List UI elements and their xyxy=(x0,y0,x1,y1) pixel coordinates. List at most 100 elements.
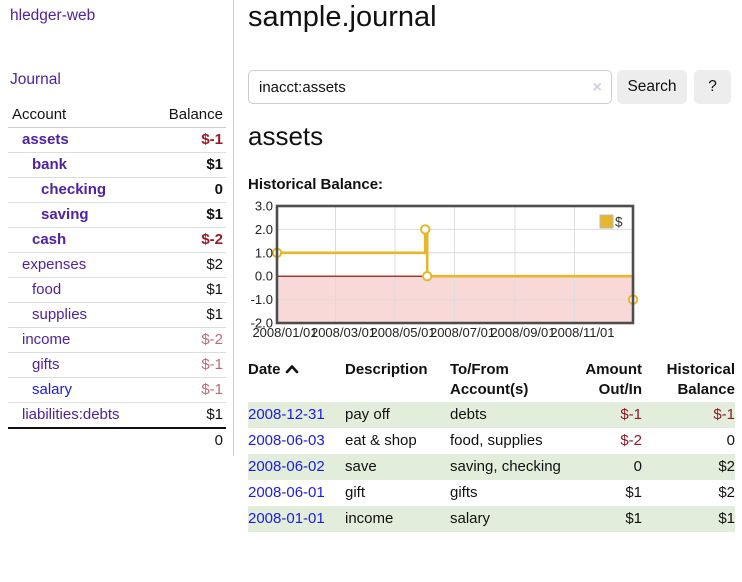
table-row: 2008-01-01 income salary $1 $1 xyxy=(248,506,735,532)
account-link[interactable]: checking xyxy=(41,181,107,198)
main-content: sample.journal × Search ? assets Histori… xyxy=(248,0,742,582)
account-link[interactable]: supplies xyxy=(32,306,88,323)
account-row: checking 0 xyxy=(8,177,226,203)
accounts-col-balance: Balance xyxy=(149,103,226,128)
transaction-description: pay off xyxy=(345,406,390,423)
account-link[interactable]: salary xyxy=(32,381,73,398)
transaction-date-link[interactable]: 2008-12-31 xyxy=(248,406,325,423)
sidebar-item-journal[interactable]: Journal xyxy=(10,71,61,88)
register-col-date[interactable]: Date xyxy=(248,358,345,402)
register-header-row: Date Description To/From Account(s) Amou… xyxy=(248,358,735,402)
account-link[interactable]: saving xyxy=(41,206,89,223)
register-col-amount[interactable]: Amount Out/In xyxy=(585,361,642,398)
account-link[interactable]: cash xyxy=(32,231,67,248)
account-balance: $-1 xyxy=(149,377,226,403)
account-balance: $-1 xyxy=(201,131,223,148)
register-table: Date Description To/From Account(s) Amou… xyxy=(248,358,735,532)
account-row: liabilities:debts $1 xyxy=(8,402,226,428)
search-row: × Search ? xyxy=(248,70,742,104)
account-link[interactable]: bank xyxy=(32,156,68,173)
transaction-accounts: saving, checking xyxy=(450,458,561,475)
account-link[interactable]: food xyxy=(32,281,62,298)
search-button[interactable]: Search xyxy=(617,70,687,104)
svg-text:3.0: 3.0 xyxy=(255,199,273,214)
search-input[interactable] xyxy=(249,71,611,103)
transaction-balance: $1 xyxy=(718,510,735,527)
account-balance: $-2 xyxy=(149,227,226,253)
account-row: assets $-1 xyxy=(8,128,226,153)
account-link[interactable]: liabilities:debts xyxy=(22,406,120,423)
accounts-col-account: Account xyxy=(8,103,150,128)
account-balance: $1 xyxy=(149,302,226,328)
register-col-description[interactable]: Description xyxy=(345,361,428,378)
transaction-amount: $1 xyxy=(625,510,642,527)
account-link[interactable]: assets xyxy=(22,131,69,148)
transaction-accounts: salary xyxy=(450,510,491,527)
transaction-date-link[interactable]: 2008-06-01 xyxy=(248,484,325,501)
account-balance: $1 xyxy=(149,152,226,178)
svg-text:$: $ xyxy=(615,215,623,230)
account-row: salary $-1 xyxy=(8,377,226,403)
table-row: 2008-06-01 gift gifts $1 $2 xyxy=(248,480,735,506)
svg-text:2008/07/01: 2008/07/01 xyxy=(430,325,495,340)
sidebar: hledger-web Journal Account Balance asse… xyxy=(0,0,233,582)
transaction-amount: $-2 xyxy=(620,432,642,449)
sort-asc-icon xyxy=(285,360,299,380)
account-balance: $-2 xyxy=(149,327,226,353)
table-row: 2008-06-02 save saving, checking 0 $2 xyxy=(248,454,735,480)
account-row: bank $1 xyxy=(8,152,226,178)
transaction-description: income xyxy=(345,510,394,527)
svg-text:2008/01/01: 2008/01/01 xyxy=(252,325,317,340)
transaction-balance: $-1 xyxy=(713,406,735,423)
account-row: gifts $-1 xyxy=(8,352,226,378)
accounts-table: Account Balance assets $-1 bank $1 checking 0… xyxy=(8,103,226,453)
accounts-header-row: Account Balance xyxy=(8,103,226,128)
svg-text:-1.0: -1.0 xyxy=(251,292,273,307)
transaction-description: gift xyxy=(345,484,366,501)
account-link[interactable]: income xyxy=(22,331,71,348)
transaction-amount: 0 xyxy=(633,458,642,475)
account-row: food $1 xyxy=(8,277,226,303)
transaction-balance: 0 xyxy=(726,432,735,449)
svg-text:2008/03/01: 2008/03/01 xyxy=(311,325,376,340)
account-row: cash $-2 xyxy=(8,227,226,253)
svg-text:1.0: 1.0 xyxy=(255,245,273,260)
help-button[interactable]: ? xyxy=(694,70,731,104)
historical-balance-chart: $3.0 2.0 1.0 0.0 -1.0 -2.02008/01/012008/03/0… xyxy=(251,199,639,340)
svg-text:2.0: 2.0 xyxy=(255,222,273,237)
transaction-date-link[interactable]: 2008-01-01 xyxy=(248,510,325,527)
account-heading: assets xyxy=(248,121,324,151)
clear-search-icon[interactable]: × xyxy=(592,79,602,96)
account-balance: $1 xyxy=(149,402,226,428)
transaction-date-link[interactable]: 2008-06-02 xyxy=(248,458,325,475)
table-row: 2008-12-31 pay off debts $-1 $-1 xyxy=(248,402,735,428)
transaction-amount: $1 xyxy=(625,484,642,501)
app-brand-link[interactable]: hledger-web xyxy=(10,7,96,24)
register-col-balance[interactable]: Historical Balance xyxy=(666,361,735,398)
account-link[interactable]: gifts xyxy=(32,356,60,373)
search-box: × xyxy=(248,70,612,104)
page-title: sample.journal xyxy=(248,1,437,33)
transaction-amount: $-1 xyxy=(620,406,642,423)
transaction-balance: $2 xyxy=(718,458,735,475)
transaction-description: eat & shop xyxy=(345,432,417,449)
svg-text:2008/09/01: 2008/09/01 xyxy=(490,325,555,340)
sidebar-divider xyxy=(233,0,234,456)
account-row: income $-2 xyxy=(8,327,226,353)
account-balance: 0 xyxy=(149,177,226,203)
transaction-description: save xyxy=(345,458,377,475)
transaction-date-link[interactable]: 2008-06-03 xyxy=(248,432,325,449)
register-col-accounts[interactable]: To/From Account(s) xyxy=(450,361,529,398)
transaction-accounts: gifts xyxy=(450,484,478,501)
account-row: saving $1 xyxy=(8,202,226,228)
table-row: 2008-06-03 eat & shop food, supplies $-2 0 xyxy=(248,428,735,454)
svg-text:0.0: 0.0 xyxy=(255,269,273,284)
account-balance: $1 xyxy=(149,202,226,228)
svg-text:2008/11/01: 2008/11/01 xyxy=(550,325,614,340)
account-link[interactable]: expenses xyxy=(22,256,87,273)
transaction-accounts: food, supplies xyxy=(450,432,543,449)
account-balance: $2 xyxy=(149,252,226,278)
account-balance: $1 xyxy=(149,277,226,303)
transaction-balance: $2 xyxy=(718,484,735,501)
